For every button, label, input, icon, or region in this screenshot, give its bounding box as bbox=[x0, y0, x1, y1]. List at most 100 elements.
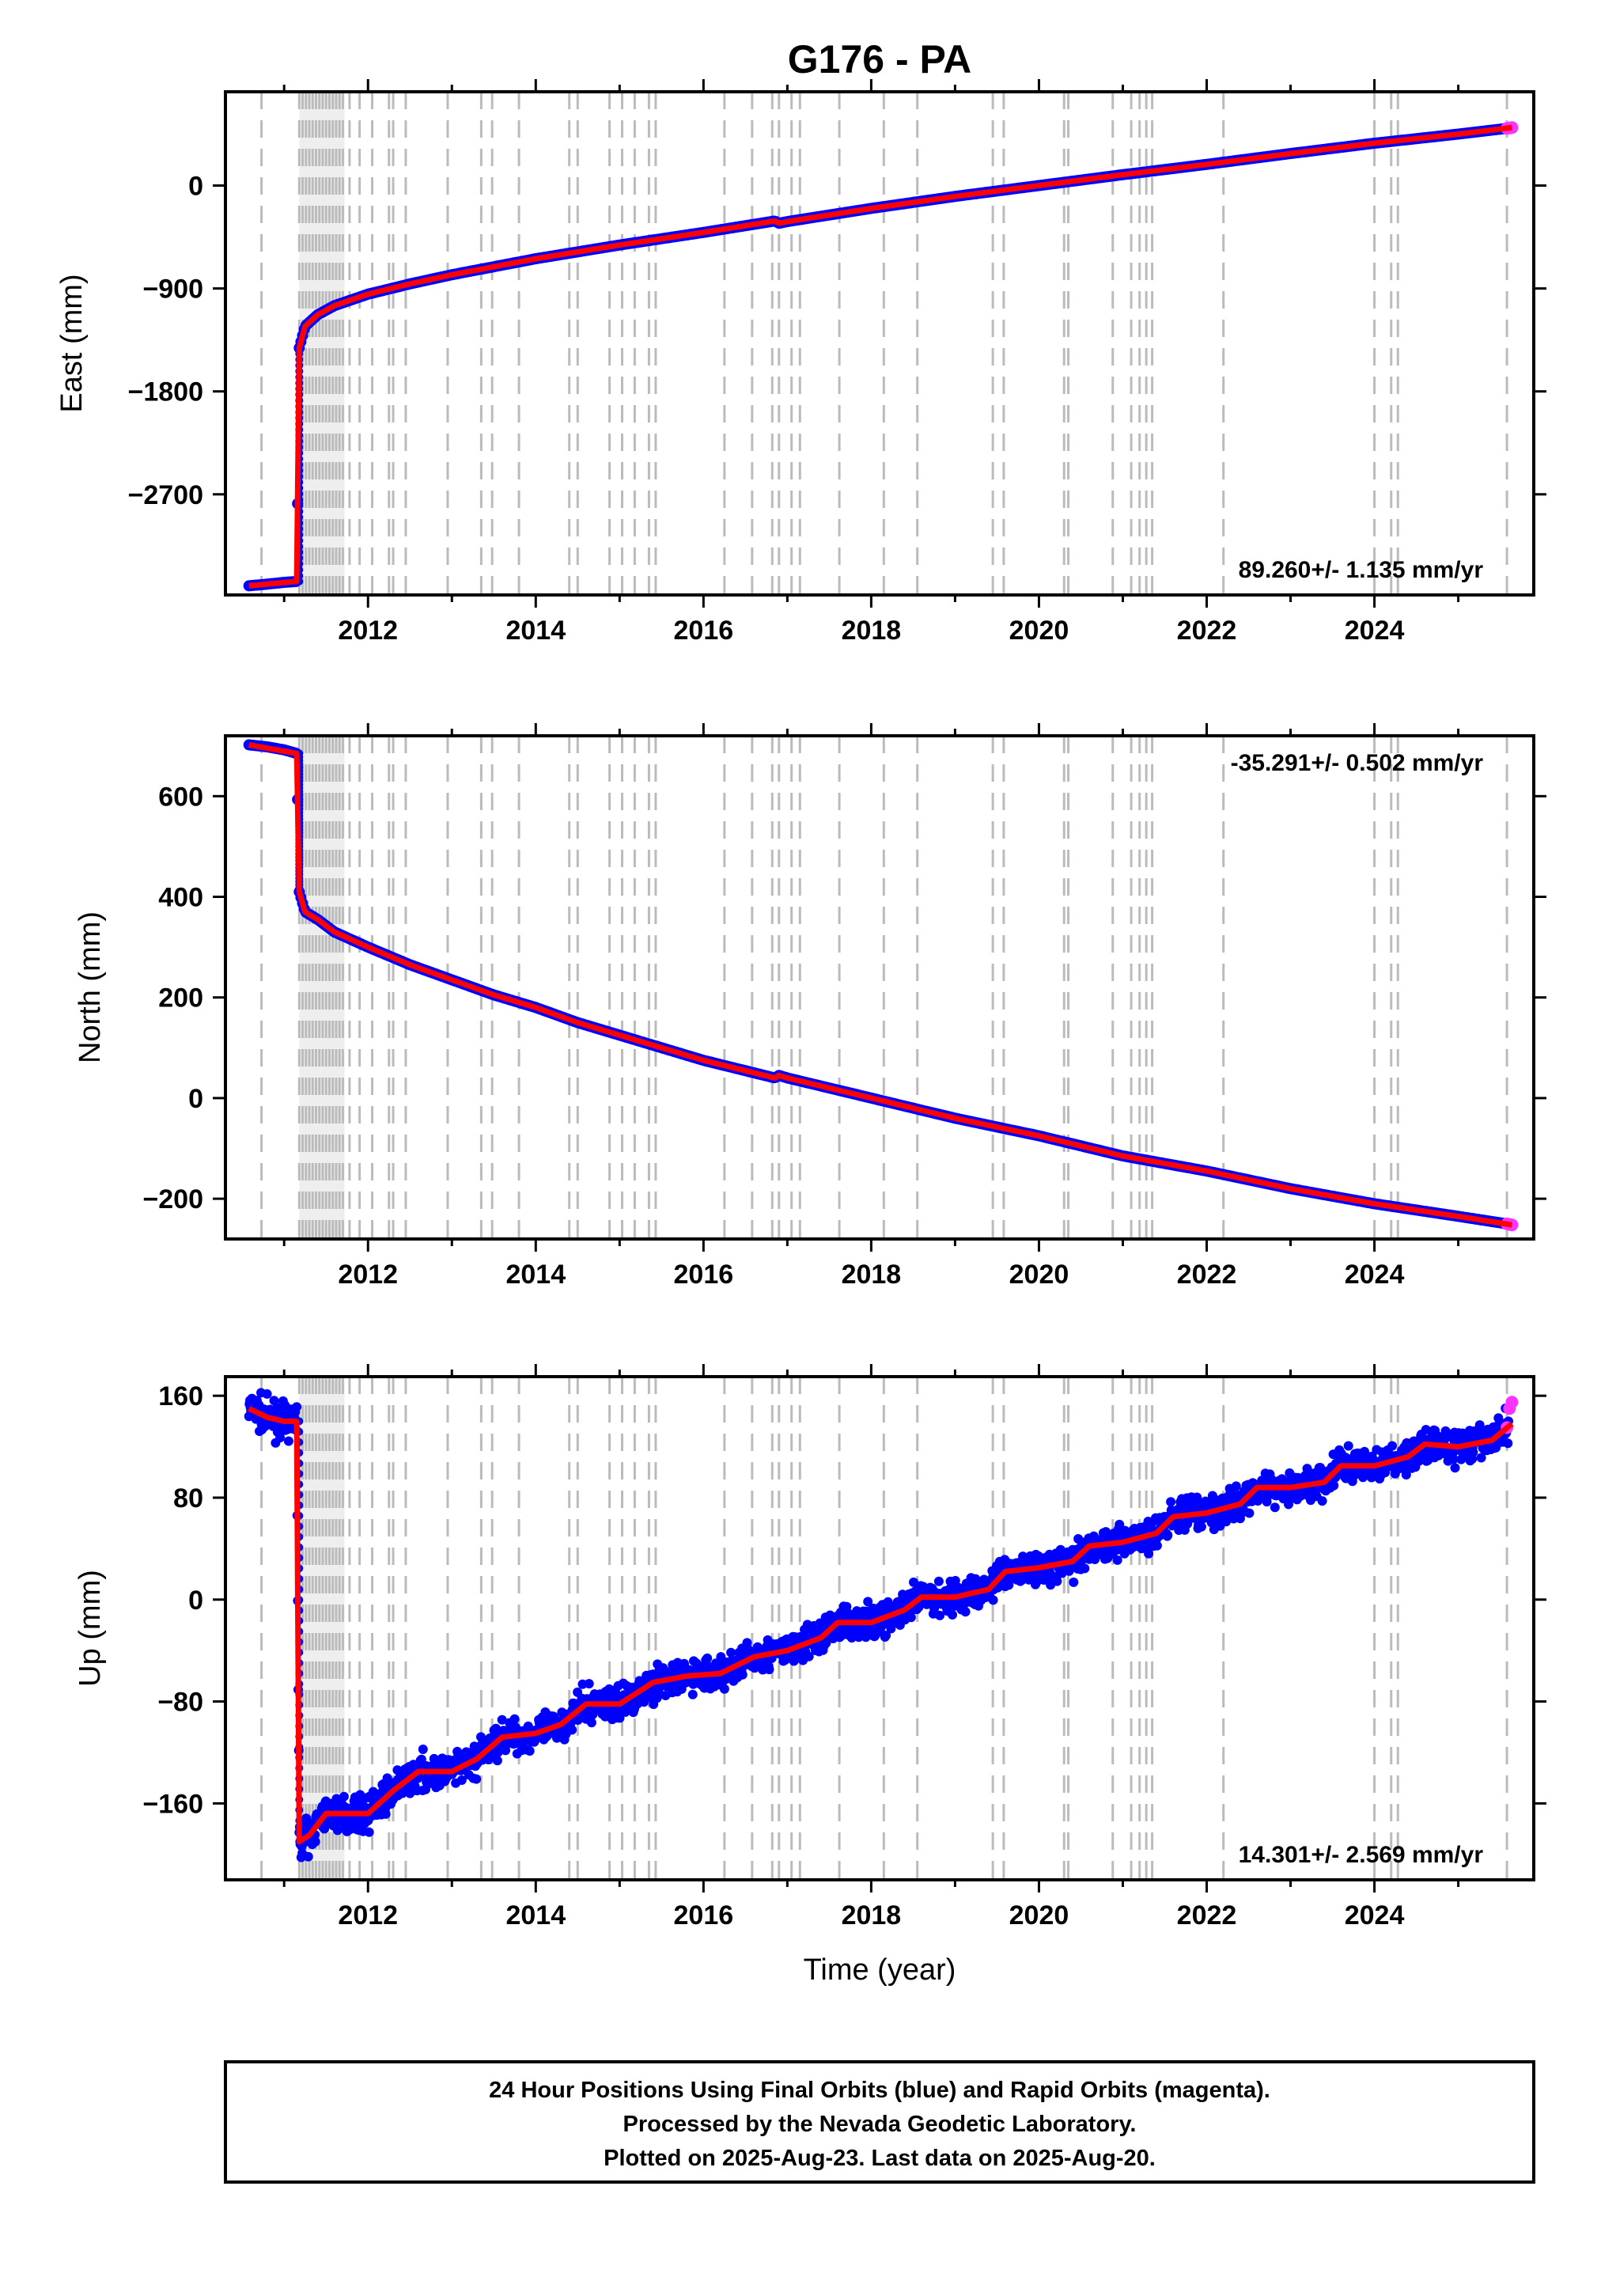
x-ticks: 2012 2014 2016 2018 2020 2022 2024 bbox=[282, 1364, 1460, 1930]
final-orbit-point bbox=[1387, 1441, 1397, 1451]
final-orbit-point bbox=[804, 1651, 814, 1661]
x-tick-label: 2012 bbox=[338, 616, 398, 646]
north-panel: 2012 2014 2016 2018 2020 2022 2024 600 400 200 0 −2… bbox=[74, 723, 1546, 1290]
final-orbit-point bbox=[292, 1402, 302, 1412]
model-line bbox=[248, 741, 1512, 1228]
final-orbits-series bbox=[243, 739, 1516, 1231]
y-tick-label: 600 bbox=[158, 782, 203, 812]
data-layer bbox=[244, 1388, 1519, 1862]
y-axis-label: North (mm) bbox=[74, 911, 107, 1063]
final-orbit-point bbox=[737, 1669, 748, 1680]
x-tick-label: 2016 bbox=[674, 1260, 734, 1290]
x-tick-label: 2014 bbox=[505, 1260, 566, 1290]
x-axis-label: Time (year) bbox=[804, 1953, 956, 1987]
final-orbit-point bbox=[948, 1610, 957, 1620]
footer-line-2: Processed by the Nevada Geodetic Laborat… bbox=[623, 2112, 1137, 2137]
final-orbit-point bbox=[380, 1809, 391, 1819]
y-tick-label: 400 bbox=[158, 883, 203, 913]
final-orbit-point bbox=[1468, 1447, 1478, 1457]
x-tick-label: 2016 bbox=[674, 1900, 734, 1930]
y-tick-label: −160 bbox=[142, 1789, 203, 1819]
final-orbit-point bbox=[509, 1714, 520, 1724]
final-orbit-point bbox=[1329, 1480, 1339, 1491]
final-orbit-point bbox=[1080, 1563, 1090, 1574]
y-tick-label: −200 bbox=[142, 1184, 203, 1214]
final-orbit-point bbox=[497, 1714, 507, 1725]
y-axis-label: East (mm) bbox=[55, 274, 89, 412]
final-orbit-point bbox=[909, 1577, 918, 1587]
y-tick-label: −2700 bbox=[128, 480, 204, 510]
final-orbit-point bbox=[1231, 1481, 1241, 1491]
rate-label: 14.301+/- 2.569 mm/yr bbox=[1239, 1842, 1484, 1868]
y-tick-label: −1800 bbox=[128, 377, 204, 407]
plot-frame bbox=[224, 734, 1535, 1241]
final-orbit-point bbox=[764, 1665, 774, 1675]
y-tick-label: 0 bbox=[188, 1586, 203, 1616]
dense-event-band bbox=[299, 736, 345, 1239]
x-tick-label: 2020 bbox=[1009, 1260, 1069, 1290]
final-orbit-point bbox=[269, 1396, 279, 1406]
final-orbit-point bbox=[687, 1689, 698, 1699]
final-orbits-series bbox=[244, 1388, 1513, 1862]
model-line bbox=[248, 1406, 1514, 1845]
plot-frame bbox=[224, 90, 1535, 597]
final-orbit-point bbox=[789, 1656, 799, 1666]
x-tick-label: 2018 bbox=[842, 1260, 902, 1290]
final-orbit-point bbox=[933, 1576, 944, 1586]
final-orbit-point bbox=[726, 1647, 736, 1658]
x-ticks: 2012 2014 2016 2018 2020 2022 2024 bbox=[282, 79, 1460, 646]
y-tick-label: 0 bbox=[188, 1084, 203, 1114]
final-orbit-point bbox=[567, 1725, 577, 1735]
final-orbit-point bbox=[719, 1684, 729, 1694]
final-orbit-point bbox=[1343, 1441, 1353, 1451]
footer-box: 24 Hour Positions Using Final Orbits (bl… bbox=[224, 2060, 1535, 2184]
final-orbit-point bbox=[456, 1775, 467, 1785]
x-tick-label: 2024 bbox=[1345, 1900, 1405, 1930]
final-orbit-point bbox=[303, 1851, 313, 1862]
x-tick-label: 2022 bbox=[1177, 1260, 1237, 1290]
y-tick-label: 160 bbox=[158, 1381, 203, 1411]
final-orbit-point bbox=[1069, 1577, 1079, 1587]
final-orbit-point bbox=[1244, 1508, 1255, 1518]
x-tick-label: 2022 bbox=[1177, 1900, 1237, 1930]
footer-line-3: Plotted on 2025-Aug-23. Last data on 202… bbox=[604, 2146, 1156, 2171]
final-orbit-point bbox=[988, 1595, 998, 1605]
final-orbit-point bbox=[1450, 1463, 1460, 1473]
final-orbit-point bbox=[881, 1631, 891, 1641]
final-orbit-point bbox=[275, 1433, 286, 1443]
final-orbit-point bbox=[364, 1827, 374, 1837]
data-layer bbox=[243, 739, 1519, 1232]
east-panel: 2012 2014 2016 2018 2020 2022 2024 0 −900 −1800 −2… bbox=[55, 79, 1546, 646]
y-tick-label: 80 bbox=[173, 1483, 203, 1514]
final-orbit-point bbox=[702, 1653, 713, 1663]
x-tick-label: 2014 bbox=[505, 616, 566, 646]
x-tick-label: 2012 bbox=[338, 1260, 398, 1290]
final-orbit-point bbox=[842, 1601, 852, 1612]
y-ticks: 0 −900 −1800 −2700 bbox=[128, 172, 1546, 510]
x-tick-label: 2024 bbox=[1345, 616, 1405, 646]
final-orbit-point bbox=[960, 1607, 971, 1617]
rate-label: 89.260+/- 1.135 mm/yr bbox=[1239, 557, 1484, 583]
x-tick-label: 2012 bbox=[338, 1900, 398, 1930]
rapid-orbit-point bbox=[1505, 1396, 1519, 1409]
final-orbit-point bbox=[1152, 1540, 1162, 1551]
final-orbit-point bbox=[524, 1746, 535, 1756]
final-orbit-point bbox=[1196, 1521, 1206, 1532]
final-orbit-point bbox=[1401, 1470, 1411, 1480]
y-ticks: 600 400 200 0 −200 bbox=[142, 782, 1546, 1214]
final-orbit-point bbox=[492, 1756, 502, 1766]
final-orbit-point bbox=[1270, 1502, 1280, 1513]
final-orbit-point bbox=[935, 1610, 945, 1620]
footer-frame bbox=[224, 2060, 1535, 2184]
dense-event-band bbox=[299, 92, 345, 595]
final-orbit-point bbox=[652, 1693, 662, 1703]
y-tick-label: 200 bbox=[158, 983, 203, 1013]
final-orbit-point bbox=[863, 1597, 873, 1607]
final-orbit-point bbox=[1115, 1519, 1125, 1529]
final-orbit-point bbox=[1163, 1530, 1173, 1540]
data-layer bbox=[243, 121, 1519, 592]
final-orbit-point bbox=[283, 1436, 293, 1446]
rate-label: -35.291+/- 0.502 mm/yr bbox=[1231, 750, 1484, 776]
final-orbit-point bbox=[1491, 1442, 1501, 1453]
y-ticks: 160 80 0 −80 −160 bbox=[142, 1381, 1546, 1819]
